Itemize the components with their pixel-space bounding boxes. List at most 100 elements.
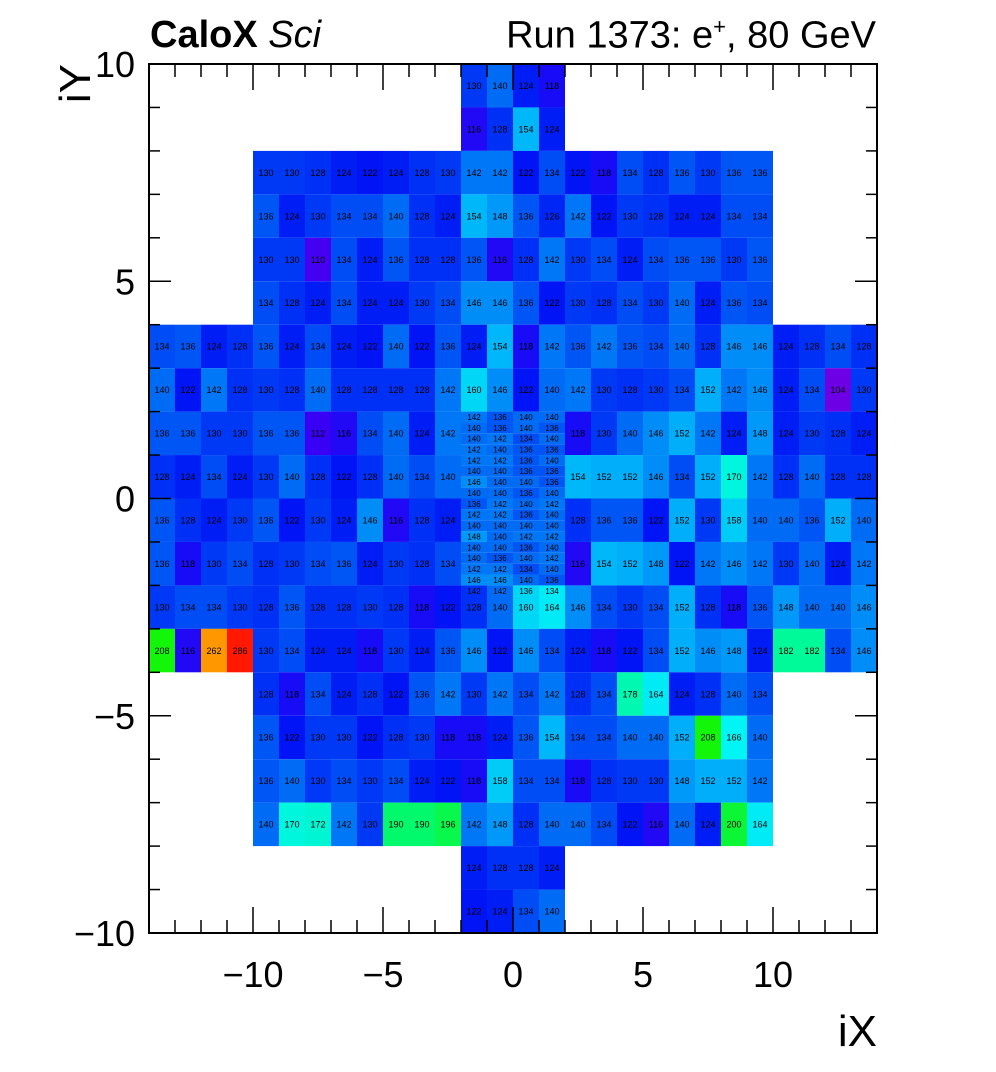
heatmap-cell <box>357 411 383 456</box>
heatmap-cell <box>747 802 773 847</box>
heatmap-cell-label: 142 <box>570 211 585 221</box>
heatmap-cell <box>461 715 487 760</box>
heatmap-cell-label: 146 <box>570 602 585 612</box>
fine-heatmap-cell <box>513 552 539 564</box>
heatmap-cell <box>773 455 799 499</box>
chart-title-right: Run 1373: e+, 80 GeV <box>506 14 876 58</box>
heatmap-cell-label: 142 <box>440 689 455 699</box>
heatmap-cell-label: 118 <box>545 81 559 91</box>
heatmap-cell <box>279 498 305 542</box>
fine-heatmap-cell <box>487 487 513 499</box>
heatmap-cell <box>747 455 773 499</box>
heatmap-cell <box>149 324 175 369</box>
heatmap-cell-label: 128 <box>518 255 533 265</box>
heatmap-cell <box>279 237 305 282</box>
heatmap-cell <box>669 759 695 803</box>
heatmap-cell-label: 146 <box>466 646 481 656</box>
heatmap-cell-label: 136 <box>258 211 273 221</box>
heatmap-cell-label: 124 <box>726 429 741 439</box>
heatmap-cell <box>305 802 331 847</box>
heatmap-cell <box>513 281 539 325</box>
heatmap-cell-label: 160 <box>466 385 481 395</box>
heatmap-cell <box>357 368 383 412</box>
heatmap-cell <box>617 672 643 716</box>
heatmap-cell-label: 136 <box>336 559 351 569</box>
heatmap-cell-label: 152 <box>830 515 845 525</box>
heatmap-cell-label: 142 <box>440 429 455 439</box>
heatmap-cell <box>591 237 617 282</box>
fine-heatmap-cell <box>461 563 487 575</box>
heatmap-cell <box>435 368 461 412</box>
fine-heatmap-cell-label: 136 <box>467 500 481 509</box>
heatmap-cell <box>539 759 565 803</box>
fine-heatmap-cell <box>513 509 539 521</box>
heatmap-cell-label: 124 <box>362 255 377 265</box>
fine-heatmap-cell-label: 136 <box>545 445 559 454</box>
fine-heatmap-cell <box>487 563 513 575</box>
heatmap-cell <box>357 802 383 847</box>
heatmap-cell-label: 124 <box>492 733 507 743</box>
heatmap-cell <box>773 541 799 586</box>
heatmap-cell <box>669 715 695 760</box>
heatmap-cell-label: 118 <box>285 689 299 699</box>
heatmap-cell-label: 136 <box>726 298 741 308</box>
heatmap-cell <box>409 759 435 803</box>
fine-heatmap-cell-label: 140 <box>467 554 481 563</box>
fine-heatmap-cell <box>461 552 487 564</box>
heatmap-cell-label: 134 <box>440 559 455 569</box>
heatmap-cell <box>487 715 513 760</box>
fine-heatmap-cell-label: 140 <box>493 478 507 487</box>
heatmap-cell-label: 130 <box>622 211 637 221</box>
heatmap-cell <box>825 541 851 586</box>
heatmap-cell <box>227 455 253 499</box>
heatmap-cell-label: 160 <box>518 602 533 612</box>
heatmap-cell <box>799 628 825 673</box>
heatmap-cell <box>175 498 201 542</box>
heatmap-cell <box>357 324 383 369</box>
fine-heatmap-cell <box>461 444 487 456</box>
heatmap-cell-label: 128 <box>180 515 195 525</box>
heatmap-cell <box>513 150 539 195</box>
heatmap-cell <box>825 498 851 542</box>
heatmap-cell <box>591 455 617 499</box>
heatmap-cell <box>253 324 279 369</box>
heatmap-cell <box>175 541 201 586</box>
heatmap-cell <box>669 194 695 238</box>
heatmap-cell <box>461 194 487 238</box>
heatmap-cell <box>721 237 747 282</box>
heatmap-cell-label: 148 <box>752 429 767 439</box>
heatmap-cell-label: 136 <box>258 733 273 743</box>
heatmap-cell-label: 124 <box>492 907 507 917</box>
heatmap-cell <box>851 541 877 586</box>
heatmap-cell-label: 136 <box>726 168 741 178</box>
heatmap-cell <box>461 324 487 369</box>
fine-heatmap-cell-label: 140 <box>467 489 481 498</box>
heatmap-cell <box>487 150 513 195</box>
heatmap-cell <box>461 368 487 412</box>
heatmap-cell <box>513 324 539 369</box>
heatmap-cell <box>539 194 565 238</box>
heatmap-cell-label: 130 <box>648 776 663 786</box>
heatmap-cell-label: 140 <box>804 559 819 569</box>
heatmap-cell-label: 146 <box>726 559 741 569</box>
heatmap-cell-label: 124 <box>414 646 429 656</box>
heatmap-cell-label: 128 <box>258 559 273 569</box>
heatmap-cell <box>175 411 201 456</box>
heatmap-cell-label: 128 <box>856 342 871 352</box>
axis-tick-labels: −10 −5 0 5 10 −10 −5 0 5 10 <box>74 44 793 995</box>
heatmap-cell <box>825 628 851 673</box>
heatmap-cell-label: 148 <box>674 776 689 786</box>
fine-heatmap-cell <box>539 476 565 488</box>
heatmap-cell <box>175 368 201 412</box>
heatmap-cell-label: 130 <box>258 472 273 482</box>
heatmap-cell-label: 130 <box>154 602 169 612</box>
heatmap-cell <box>851 324 877 369</box>
heatmap-cell <box>383 455 409 499</box>
heatmap-cell-label: 130 <box>596 385 611 395</box>
heatmap-cell-label: 148 <box>648 559 663 569</box>
heatmap-cell <box>227 628 253 673</box>
heatmap-cell <box>539 628 565 673</box>
heatmap-cell <box>565 585 591 629</box>
heatmap-cell-label: 124 <box>336 168 351 178</box>
heatmap-cell-label: 142 <box>492 168 507 178</box>
